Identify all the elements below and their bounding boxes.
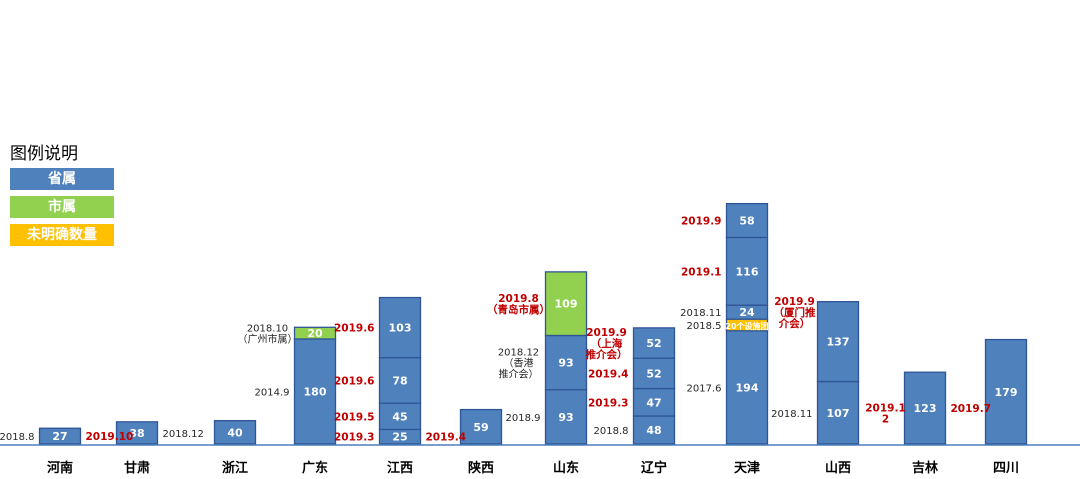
- bar-segment: [725, 236, 769, 306]
- bar-value-label: 27: [52, 430, 67, 443]
- bar-segment: [378, 296, 422, 359]
- bar-value-label: 137: [827, 336, 850, 349]
- annotation-label: 2019.1: [865, 402, 906, 414]
- bar-value-label: 48: [646, 424, 661, 437]
- bar-segment: [816, 300, 860, 383]
- bar-value-label: 179: [995, 386, 1018, 399]
- bar-segment: [632, 327, 676, 359]
- x-tick-label: 辽宁: [641, 460, 667, 476]
- annotation-label: 2018.8: [0, 432, 35, 443]
- annotation-label: 2019.9: [586, 327, 627, 339]
- x-tick-label: 山西: [825, 460, 851, 476]
- bar-segment: [378, 356, 422, 404]
- bar-value-label: 45: [392, 410, 407, 423]
- bar-segment: [632, 415, 676, 445]
- bar-value-label: 58: [739, 215, 754, 228]
- annotation-label: 介会）: [778, 317, 811, 330]
- annotation-label: 2: [882, 413, 889, 425]
- annotation-label: 2018.12: [498, 348, 539, 359]
- annotation-label: 2018.9: [506, 413, 541, 424]
- annotation-label: 2018.5: [687, 321, 722, 332]
- legend-item-municipal: 市属: [10, 196, 114, 218]
- annotation-label: 2018.11: [771, 409, 812, 420]
- x-tick-label: 四川: [993, 461, 1019, 476]
- annotation-label: （香港: [504, 358, 534, 370]
- bar-segment: [632, 357, 676, 390]
- bar-value-label: 116: [736, 265, 759, 278]
- bar-segment: [115, 421, 159, 445]
- bar-segment: [984, 338, 1028, 445]
- annotation-label: 2019.5: [334, 411, 375, 423]
- bar-value-label: 107: [827, 407, 850, 420]
- x-tick-label: 河南: [47, 460, 73, 476]
- x-tick-label: 甘肃: [124, 460, 150, 476]
- bar-value-label: 180: [304, 385, 327, 398]
- bar-segment: [213, 420, 257, 445]
- bar-segment: [38, 427, 82, 445]
- bar-segment: [903, 371, 947, 445]
- x-tick-label: 江西: [387, 460, 413, 476]
- bar-segment: [459, 408, 503, 445]
- annotation-label: 2018.8: [594, 426, 629, 437]
- annotation-label: 2019.1: [681, 266, 722, 278]
- annotation-label: 2019.9: [681, 216, 722, 228]
- bar-value-label: 47: [646, 396, 661, 409]
- x-tick-label: 广东: [302, 460, 328, 476]
- legend-item-provincial: 省属: [10, 168, 114, 190]
- bar-value-label: 25: [392, 431, 407, 444]
- annotation-label: 2019.3: [334, 432, 375, 444]
- annotation-label: 2019.9: [774, 296, 815, 308]
- x-tick-label: 山东: [553, 460, 579, 476]
- bar-segment: [544, 271, 588, 337]
- annotation-label: 2019.8: [498, 293, 539, 305]
- bar-segment: [725, 202, 769, 239]
- bar-value-label: 78: [392, 374, 407, 387]
- annotation-label: 2018.12: [163, 429, 204, 440]
- annotation-label: 2017.6: [687, 383, 722, 394]
- annotation-label: 2019.4: [426, 432, 467, 444]
- annotation-label: 推介会）: [499, 368, 539, 381]
- annotation-label: （厦门推: [774, 306, 816, 319]
- bar-value-label: 52: [646, 367, 661, 380]
- x-tick-label: 陕西: [468, 460, 494, 476]
- annotation-label: 2019.4: [588, 368, 629, 380]
- annotation-label: 2019.6: [334, 375, 375, 387]
- bar-segment: [293, 326, 337, 340]
- bar-value-label: 38: [129, 427, 144, 440]
- legend-item-unspecified: 未明确数量: [10, 224, 114, 246]
- bar-value-label: 52: [646, 337, 661, 350]
- bar-value-label: 123: [914, 402, 937, 415]
- bar-value-label: 93: [558, 411, 573, 424]
- bar-value-label: 93: [558, 357, 573, 370]
- x-tick-label: 天津: [734, 460, 760, 476]
- bar-value-label: 103: [389, 322, 412, 335]
- bar-segment: [378, 402, 422, 431]
- legend: 图例说明 省属 市属 未明确数量: [10, 139, 114, 252]
- annotation-label: （上海: [591, 337, 623, 350]
- bar-value-label: 59: [473, 421, 488, 434]
- annotation-label: 2019.6: [334, 323, 375, 335]
- annotation-label: 2014.9: [255, 387, 290, 398]
- x-tick-label: 浙江: [222, 460, 248, 476]
- annotation-label: 2019.7: [951, 403, 992, 415]
- annotation-label: （青岛市属）: [487, 303, 550, 316]
- annotation-label: 2019.3: [588, 397, 629, 409]
- bar-value-label: 194: [736, 381, 759, 394]
- bar-value-label: 109: [555, 298, 578, 311]
- bar-value-label: 24: [739, 306, 755, 319]
- annotation-label: 2019.10: [86, 431, 134, 443]
- annotation-label: 2018.10: [247, 324, 288, 335]
- annotation-label: 2018.11: [680, 308, 721, 319]
- annotation-label: （广州市属）: [238, 333, 298, 346]
- bar-value-label: 20个设施团: [725, 321, 768, 331]
- x-tick-label: 吉林: [912, 460, 938, 476]
- bar-segment: [293, 338, 337, 445]
- bar-value-label: 20: [307, 327, 323, 340]
- annotation-label: 推介会）: [586, 348, 628, 361]
- bar-value-label: 40: [227, 426, 243, 439]
- legend-title: 图例说明: [10, 144, 78, 164]
